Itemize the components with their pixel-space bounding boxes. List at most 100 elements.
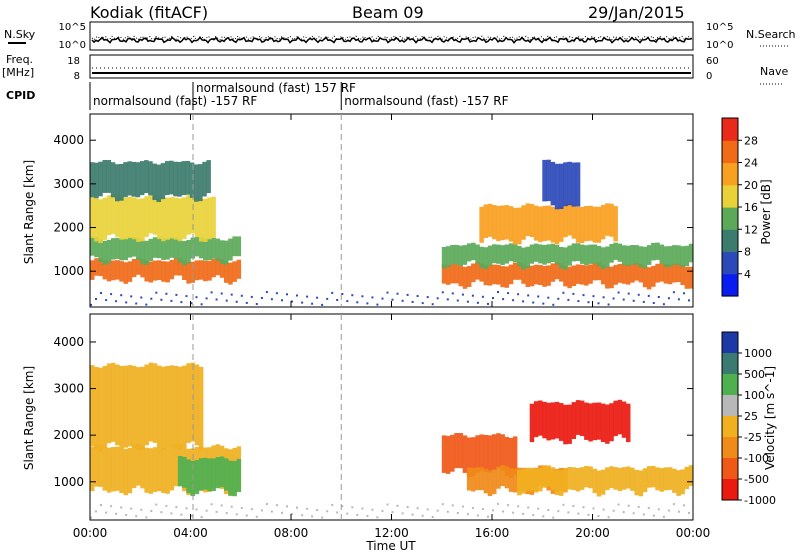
velocity-scatter-cell: [100, 504, 102, 506]
velocity-cell: [224, 458, 229, 491]
velocity-cell: [554, 469, 560, 496]
velocity-scatter-cell: [110, 505, 113, 508]
power-cell: [198, 237, 204, 259]
velocity-scatter-cell: [517, 505, 520, 508]
x-axis-label: Time UT: [365, 539, 416, 553]
power-scatter-cell: [436, 297, 439, 300]
velocity-cell: [609, 466, 614, 489]
velocity-scatter-cell: [250, 508, 253, 511]
velocity-cell: [550, 467, 556, 490]
power-cell: [483, 247, 489, 270]
power-cell: [169, 237, 175, 258]
velocity-cell: [198, 366, 204, 451]
power-cell: [152, 195, 158, 235]
velocity-cell: [475, 435, 480, 473]
x-tick-label: 12:00: [374, 526, 409, 540]
power-cell: [98, 161, 103, 197]
power-cell: [90, 196, 95, 239]
velocity-scatter-cell: [145, 516, 148, 519]
velocity-cell: [123, 448, 128, 496]
power-cell: [169, 197, 175, 239]
power-cell: [165, 238, 170, 260]
power-cell: [659, 244, 664, 264]
power-cell: [94, 258, 99, 276]
power-scatter-cell: [552, 303, 555, 306]
power-cell: [441, 264, 447, 284]
power-cell: [600, 247, 606, 270]
power-cell: [592, 262, 597, 281]
velocity-scatter-cell: [602, 508, 605, 511]
power-scatter-cell: [205, 297, 208, 300]
power-cell: [202, 161, 207, 197]
power-cell: [203, 260, 208, 282]
velocity-scatter-cell: [657, 508, 660, 511]
velocity-scatter-cell: [532, 514, 535, 517]
power-cell: [567, 203, 572, 236]
power-cell: [479, 206, 484, 243]
velocity-scatter-cell: [346, 512, 349, 515]
velocity-cell: [466, 437, 472, 478]
power-cell: [571, 265, 577, 286]
power-scatter-cell: [667, 297, 670, 300]
nsky-tick-top: 10^5: [59, 22, 86, 33]
y-tick-label: 4000: [53, 133, 84, 147]
power-scatter-cell: [195, 296, 198, 299]
velocity-scatter-cell: [105, 511, 108, 514]
power-scatter-cell: [532, 301, 535, 304]
power-cell: [613, 264, 618, 285]
colorbar-tick-label: 28: [744, 134, 758, 147]
power-cell: [554, 262, 560, 280]
velocity-cell: [584, 402, 589, 440]
velocity-cell: [90, 365, 95, 447]
velocity-scatter-cell: [135, 515, 138, 518]
velocity-cell: [634, 469, 639, 496]
power-ylabel: Slant Range [km]: [22, 160, 36, 264]
velocity-scatter-cell: [331, 503, 334, 506]
power-scatter-cell: [688, 299, 690, 302]
velocity-cell: [110, 447, 116, 492]
velocity-cell: [144, 447, 149, 493]
velocity-cell: [119, 447, 124, 493]
velocity-scatter-cell: [220, 504, 223, 507]
power-scatter-cell: [441, 291, 444, 294]
power-cell: [571, 162, 577, 207]
freq-panel: [89, 54, 694, 79]
power-cell: [538, 244, 543, 264]
colorbar-tick-label: 25: [744, 410, 758, 423]
velocity-cell: [500, 465, 505, 486]
power-cell: [575, 243, 581, 262]
power-cell: [492, 244, 497, 264]
power-scatter-cell: [547, 296, 550, 299]
power-cell: [198, 164, 203, 202]
power-scatter-cell: [391, 298, 394, 301]
velocity-cell: [676, 470, 681, 496]
colorbar-swatch: [722, 207, 738, 230]
colorbar-swatch: [722, 416, 738, 438]
velocity-cell: [492, 434, 497, 471]
power-cell: [554, 163, 560, 210]
power-cell: [458, 245, 463, 266]
power-cell: [140, 240, 145, 265]
power-cell: [508, 264, 514, 285]
velocity-scatter-cell: [210, 503, 213, 506]
velocity-cell: [521, 469, 526, 494]
power-scatter-cell: [270, 298, 273, 301]
velocity-cell: [157, 365, 162, 448]
power-cell: [119, 238, 124, 261]
velocity-cell: [546, 465, 551, 487]
colorbar-swatch: [722, 395, 738, 417]
power-cell: [533, 243, 539, 262]
power-cell: [148, 161, 153, 196]
power-cell: [504, 266, 510, 288]
cpid-label: CPID: [6, 89, 35, 102]
power-cell: [504, 244, 510, 264]
power-cell: [626, 264, 631, 285]
power-cell: [98, 239, 103, 263]
axes-ticks: 00:00 04:00 08:00 12:00 16:00 20:00 00:00 1000 2…: [53, 114, 710, 540]
power-scatter-cell: [255, 303, 258, 305]
power-scatter-cell: [120, 294, 123, 297]
power-cell: [563, 162, 568, 207]
power-cell: [177, 198, 183, 242]
power-scatter-cell: [165, 292, 168, 295]
velocity-cell: [504, 436, 510, 476]
